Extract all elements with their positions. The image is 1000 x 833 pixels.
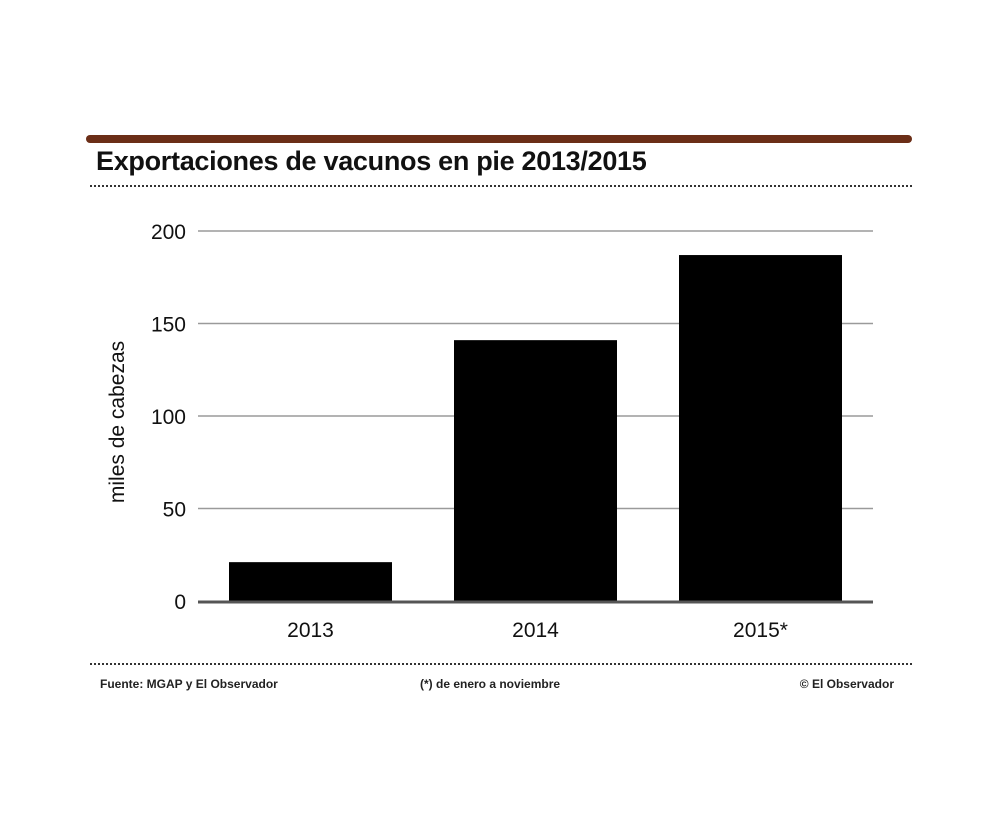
- bottom-dotted-divider: [90, 663, 912, 665]
- bar-2014: [454, 340, 617, 601]
- copyright-credit: © El Observador: [799, 677, 894, 691]
- y-tick-label: 150: [151, 314, 186, 337]
- y-tick-label: 100: [151, 406, 186, 429]
- y-axis-label: miles de cabezas: [106, 341, 129, 503]
- footnote: (*) de enero a noviembre: [420, 677, 561, 691]
- y-tick-label: 50: [163, 499, 186, 522]
- x-tick-label: 2014: [512, 619, 559, 642]
- top-dotted-divider: [90, 185, 912, 187]
- x-tick-label: 2013: [287, 619, 334, 642]
- title-accent-bar: [86, 135, 912, 143]
- y-tick-label: 200: [151, 221, 186, 244]
- source-note: Fuente: MGAP y El Observador: [100, 677, 278, 691]
- bar-2013: [229, 562, 392, 601]
- y-tick-label: 0: [174, 591, 186, 614]
- bar-2015: [679, 255, 842, 602]
- chart-title: Exportaciones de vacunos en pie 2013/201…: [96, 146, 647, 176]
- x-tick-label: 2015*: [733, 619, 788, 642]
